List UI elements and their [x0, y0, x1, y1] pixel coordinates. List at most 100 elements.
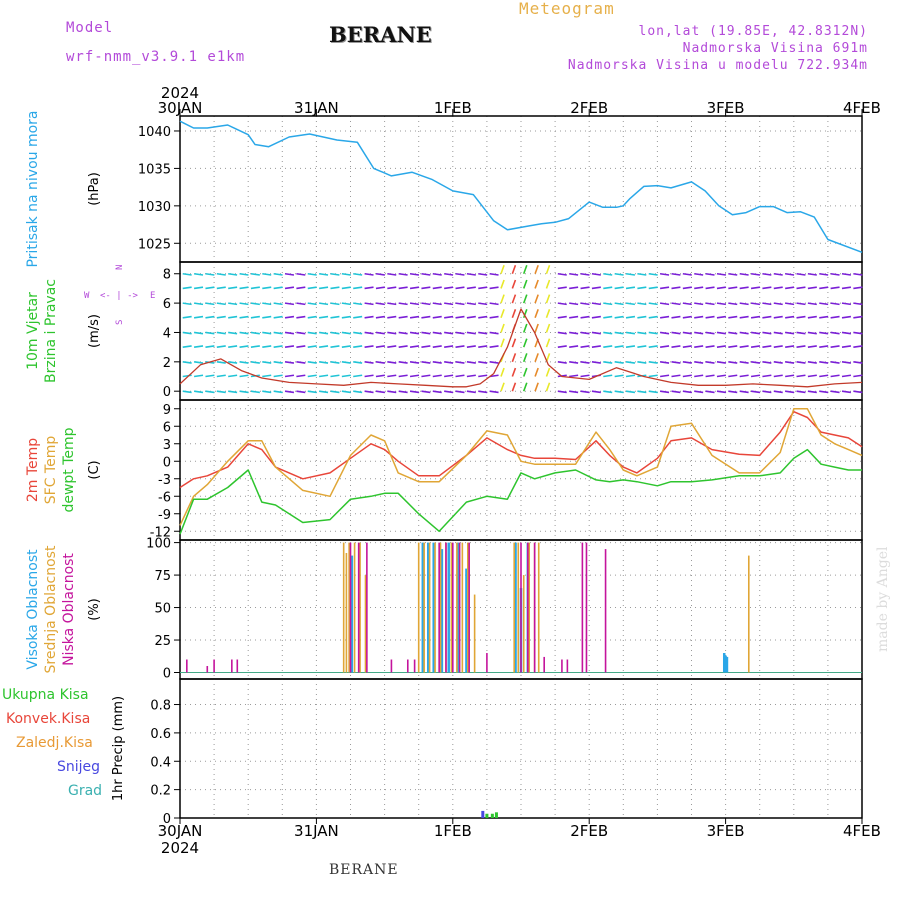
clouds-side-label: Niska Oblacnost	[61, 553, 77, 666]
wind-arrow	[557, 302, 567, 306]
mid_cloud-bar	[517, 542, 520, 673]
y-tick-label: -3	[158, 473, 171, 488]
wind-arrow	[500, 367, 505, 377]
wind-arrow	[614, 272, 624, 276]
wind-arrow	[728, 315, 738, 319]
pressure-side-label: Pritisak na nivou mora	[25, 110, 41, 267]
temperature-panel: -12 -9 -6 -3 0 3 6 9 (C)	[87, 399, 863, 541]
wind-arrow	[398, 361, 408, 364]
wind-arrow	[330, 331, 340, 335]
wind-arrow	[660, 315, 670, 319]
wind-arrow	[421, 361, 431, 364]
low_cloud-bar	[445, 542, 447, 673]
wind-arrow	[648, 286, 658, 290]
credit-label: made by Angel	[875, 546, 891, 652]
low_cloud-bar	[390, 659, 393, 673]
wind-arrow	[625, 286, 636, 290]
wind-arrow	[682, 361, 692, 364]
wind-arrow	[522, 323, 528, 333]
compass-arrow-label: <- | ->	[100, 291, 139, 301]
wind-arrow	[705, 331, 715, 335]
wind-arrow	[580, 286, 590, 290]
wind-arrow	[830, 361, 840, 364]
y-tick-label: 0	[163, 455, 171, 470]
wind-arrow	[262, 286, 272, 290]
wind-arrow	[319, 331, 329, 335]
wind-arrow	[603, 345, 613, 348]
wind-arrow	[511, 367, 517, 377]
wind-arrow	[569, 286, 579, 290]
wind-arrow	[444, 286, 454, 290]
wind-arrow	[182, 315, 192, 319]
wind-arrow	[603, 361, 613, 364]
wind-arrow	[807, 361, 817, 364]
wind-arrow	[580, 345, 590, 348]
wind-arrow	[228, 331, 238, 335]
wind-arrow	[284, 361, 295, 364]
wind-arrow	[682, 345, 692, 348]
wind-arrow	[228, 302, 238, 306]
wind-arrow	[319, 286, 329, 290]
wind-arrow	[648, 302, 658, 306]
wind-arrow	[319, 315, 329, 319]
wind-arrow	[341, 361, 351, 364]
wind-arrow	[193, 286, 204, 290]
wind-arrow	[239, 390, 249, 394]
wind-arrow	[728, 345, 738, 348]
wind-arrow	[545, 294, 551, 304]
wind-arrow	[466, 272, 476, 276]
wind-arrow	[216, 331, 226, 335]
wind-arrow	[694, 286, 704, 290]
wind-arrow	[511, 294, 517, 304]
wind-arrow	[262, 315, 272, 319]
wind-arrow	[716, 390, 726, 394]
wind-arrow	[444, 345, 454, 348]
wind-arrow	[432, 331, 442, 335]
total_precip-bar	[490, 813, 494, 818]
wind-arrow	[500, 279, 505, 289]
mid_cloud-bar	[345, 552, 348, 673]
wind-arrow	[387, 286, 397, 290]
wind-arrow	[671, 390, 681, 394]
wind-arrow	[432, 361, 442, 364]
wind-arrow	[239, 345, 249, 348]
compass-south-label: S	[115, 320, 125, 325]
wind-arrow	[262, 272, 272, 276]
wind-arrow	[182, 331, 192, 335]
wind-arrow	[830, 315, 840, 319]
y-tick-label: 75	[154, 569, 171, 584]
wind-arrow	[193, 302, 204, 306]
wind-arrow	[387, 374, 397, 378]
wind-arrow	[319, 390, 329, 394]
wind-arrow	[716, 345, 726, 348]
wind-arrow	[785, 361, 795, 364]
wind-arrow	[466, 361, 476, 364]
wind-arrow	[705, 374, 715, 378]
wind-arrow	[387, 272, 397, 276]
wind-arrow	[511, 279, 517, 289]
wind-arrow	[682, 286, 692, 290]
wind-ylabel: (m/s)	[87, 314, 102, 348]
y-tick-label: 0	[163, 667, 171, 682]
wind-arrow	[660, 361, 670, 364]
wind-arrow	[307, 286, 317, 290]
wind-arrow	[785, 374, 795, 378]
wind-arrow	[478, 345, 488, 348]
y-tick-label: 1030	[138, 200, 171, 215]
wind-arrow	[603, 315, 613, 319]
wind-arrow	[785, 302, 795, 306]
wind-arrow	[603, 374, 613, 378]
wind-arrow	[273, 374, 283, 378]
low_cloud-bar	[349, 542, 352, 673]
high_cloud-bar	[722, 653, 726, 673]
wind-arrow	[239, 361, 249, 364]
wind-arrow	[273, 302, 283, 306]
wind-arrow	[637, 331, 647, 335]
precip-legend-label: Ukupna Kisa	[2, 687, 89, 703]
wind-arrow	[796, 361, 806, 364]
low_cloud-bar	[561, 659, 563, 673]
mid_cloud-bar	[342, 542, 345, 673]
wind-arrow	[500, 294, 505, 304]
wind-arrow	[569, 302, 579, 306]
